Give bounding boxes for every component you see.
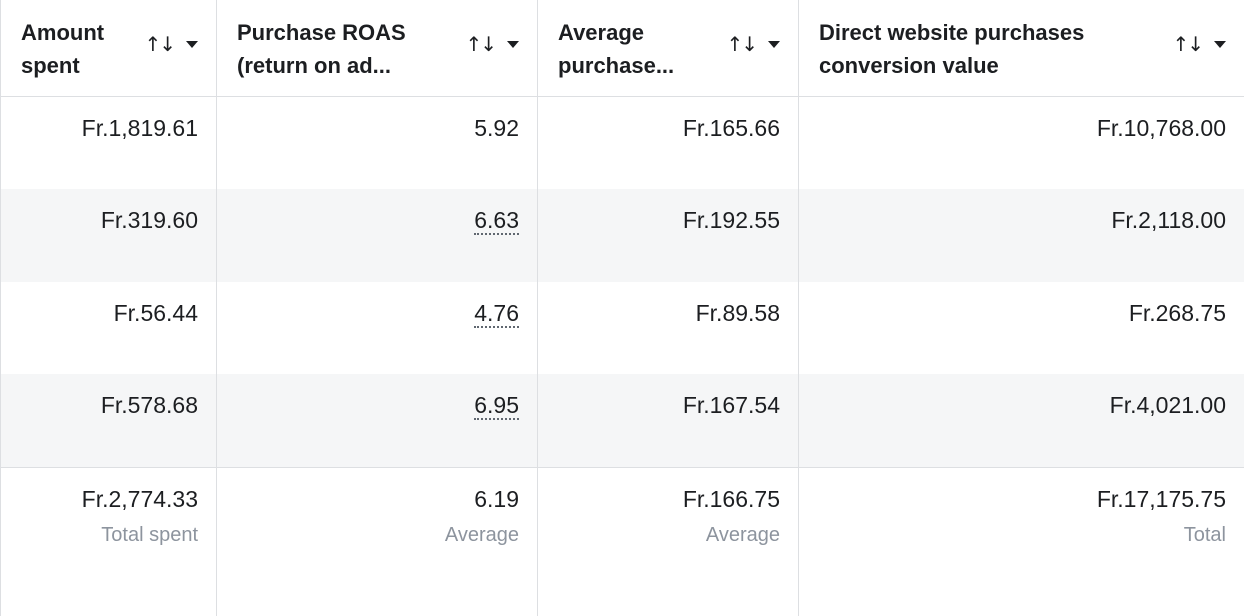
table-cell-conversion-value: Fr.268.75 [799, 282, 1244, 374]
table-cell-purchase-roas: 5.92 [217, 97, 538, 189]
total-label: Average [705, 524, 780, 546]
table-cell-purchase-roas: 6.95 [217, 374, 538, 467]
table-cell-conversion-value: Fr.10,768.00 [799, 97, 1244, 189]
sort-arrows-icon[interactable]: ↑↓ [1172, 32, 1203, 56]
total-value: Fr.2,774.33 [81, 486, 198, 512]
roas-value-link[interactable]: 6.63 [474, 207, 519, 235]
total-cell-purchase-roas: 6.19 Average [217, 467, 538, 616]
cell-value: Fr.1,819.61 [81, 115, 198, 141]
column-header-purchase-roas[interactable]: Purchase ROAS (return on ad... ↑↓ [217, 0, 538, 97]
cell-value: Fr.10,768.00 [1096, 115, 1226, 141]
table-cell-purchase-roas: 6.63 [217, 189, 538, 282]
caret-down-icon[interactable] [768, 40, 780, 48]
cell-value: Fr.319.60 [100, 207, 198, 233]
sort-arrows-icon[interactable]: ↑↓ [144, 32, 175, 56]
table-cell-average-purchase: Fr.192.55 [538, 189, 799, 282]
table-cell-amount-spent: Fr.319.60 [1, 189, 217, 282]
sort-arrows-icon[interactable]: ↑↓ [726, 32, 757, 56]
sort-arrows-icon[interactable]: ↑↓ [465, 32, 496, 56]
table-cell-average-purchase: Fr.167.54 [538, 374, 799, 467]
cell-value: 5.92 [474, 115, 519, 141]
cell-value: Fr.192.55 [682, 207, 780, 233]
total-label: Total spent [101, 524, 198, 546]
cell-value: Fr.56.44 [113, 300, 198, 326]
table-cell-amount-spent: Fr.56.44 [1, 282, 217, 374]
total-label: Total [1183, 524, 1226, 546]
total-value: 6.19 [474, 486, 519, 512]
column-header-average-purchase[interactable]: Average purchase... ↑↓ [538, 0, 799, 97]
cell-value: Fr.4,021.00 [1109, 392, 1226, 418]
table-cell-conversion-value: Fr.2,118.00 [799, 189, 1244, 282]
table-cell-amount-spent: Fr.578.68 [1, 374, 217, 467]
cell-value: Fr.167.54 [682, 392, 780, 418]
table-cell-conversion-value: Fr.4,021.00 [799, 374, 1244, 467]
total-cell-conversion-value: Fr.17,175.75 Total [799, 467, 1244, 616]
cell-value: Fr.89.58 [695, 300, 780, 326]
cell-value: Fr.2,118.00 [1111, 207, 1226, 233]
table-cell-average-purchase: Fr.89.58 [538, 282, 799, 374]
column-header-label: Average purchase... [558, 20, 675, 78]
cell-value: Fr.578.68 [100, 392, 198, 418]
cell-value: Fr.165.66 [682, 115, 780, 141]
column-header-conversion-value[interactable]: Direct website purchases conversion valu… [799, 0, 1244, 97]
total-value: Fr.17,175.75 [1096, 486, 1226, 512]
cell-value: Fr.268.75 [1128, 300, 1226, 326]
total-cell-amount-spent: Fr.2,774.33 Total spent [1, 467, 217, 616]
roas-value-link[interactable]: 6.95 [474, 392, 519, 420]
caret-down-icon[interactable] [507, 40, 519, 48]
column-header-label: Purchase ROAS (return on ad... [237, 20, 406, 78]
column-header-label: Amount spent [21, 20, 105, 78]
caret-down-icon[interactable] [186, 40, 198, 48]
column-header-label: Direct website purchases conversion valu… [819, 20, 1085, 78]
table-cell-average-purchase: Fr.165.66 [538, 97, 799, 189]
total-label: Average [444, 524, 519, 546]
total-value: Fr.166.75 [682, 486, 780, 512]
caret-down-icon[interactable] [1214, 40, 1226, 48]
table-cell-purchase-roas: 4.76 [217, 282, 538, 374]
table-cell-amount-spent: Fr.1,819.61 [1, 97, 217, 189]
roas-value-link[interactable]: 4.76 [474, 300, 519, 328]
total-cell-average-purchase: Fr.166.75 Average [538, 467, 799, 616]
column-header-amount-spent[interactable]: Amount spent ↑↓ [1, 0, 217, 97]
